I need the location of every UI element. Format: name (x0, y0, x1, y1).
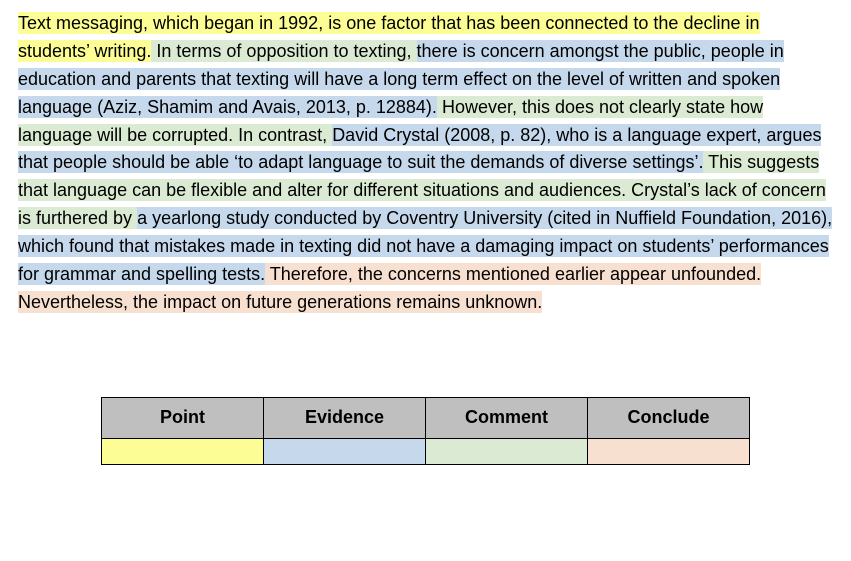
legend-color-cell (426, 438, 588, 464)
legend-table-wrap: PointEvidenceCommentConclude (18, 397, 833, 465)
legend-header-row: PointEvidenceCommentConclude (102, 397, 750, 438)
legend-header-cell: Point (102, 397, 264, 438)
legend-header-cell: Conclude (588, 397, 750, 438)
legend-header-cell: Comment (426, 397, 588, 438)
legend-color-row (102, 438, 750, 464)
legend-header-cell: Evidence (264, 397, 426, 438)
annotated-paragraph: Text messaging, which began in 1992, is … (18, 10, 833, 317)
legend-table: PointEvidenceCommentConclude (101, 397, 750, 465)
legend-color-cell (264, 438, 426, 464)
segment-comment: In terms of opposition to texting, (151, 40, 416, 62)
legend-color-cell (102, 438, 264, 464)
legend-color-cell (588, 438, 750, 464)
